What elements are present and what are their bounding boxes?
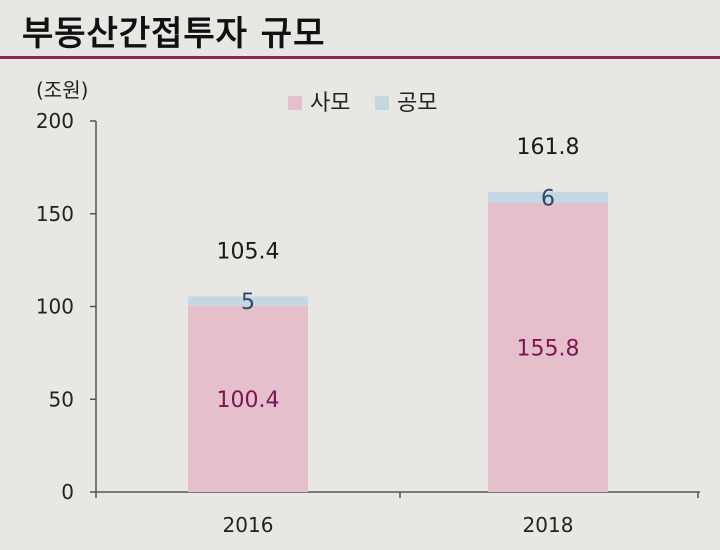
bar-segment-public bbox=[188, 296, 308, 306]
title-divider bbox=[0, 56, 720, 59]
bar-segment-private bbox=[188, 305, 308, 492]
data-label-total: 105.4 bbox=[217, 239, 280, 264]
legend-swatch-public bbox=[375, 96, 389, 110]
data-label-public: 6 bbox=[541, 186, 555, 211]
y-tick-label: 150 bbox=[36, 202, 74, 226]
data-label-public: 5 bbox=[241, 290, 255, 315]
chart-title: 부동산간접투자 규모 bbox=[22, 14, 326, 54]
y-tick-label: 50 bbox=[49, 387, 74, 411]
y-axis-unit-label: (조원) bbox=[36, 78, 88, 102]
x-tick-label: 2016 bbox=[223, 513, 274, 537]
legend-label-public: 공모 bbox=[397, 91, 437, 116]
y-tick-label: 100 bbox=[36, 295, 74, 319]
bar-segment-public bbox=[488, 191, 608, 203]
x-tick-label: 2018 bbox=[523, 513, 574, 537]
y-tick-label: 200 bbox=[36, 109, 74, 133]
data-label-private: 155.8 bbox=[517, 336, 580, 361]
legend-label-private: 사모 bbox=[310, 91, 350, 116]
bar-segment-private bbox=[488, 202, 608, 492]
legend-swatch-private bbox=[288, 96, 302, 110]
data-label-private: 100.4 bbox=[217, 388, 280, 413]
data-label-total: 161.8 bbox=[517, 135, 580, 160]
y-tick-label: 0 bbox=[61, 480, 74, 504]
